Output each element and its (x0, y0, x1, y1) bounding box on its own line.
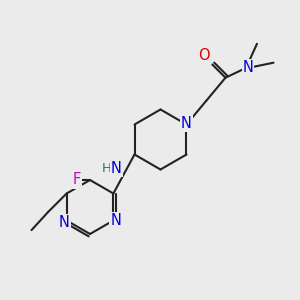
Text: H: H (102, 162, 112, 175)
Text: N: N (242, 60, 253, 75)
Text: N: N (110, 213, 121, 228)
Text: N: N (111, 161, 122, 176)
Text: O: O (198, 48, 210, 63)
Text: N: N (181, 116, 192, 130)
Text: F: F (72, 172, 81, 188)
Text: N: N (59, 215, 70, 230)
